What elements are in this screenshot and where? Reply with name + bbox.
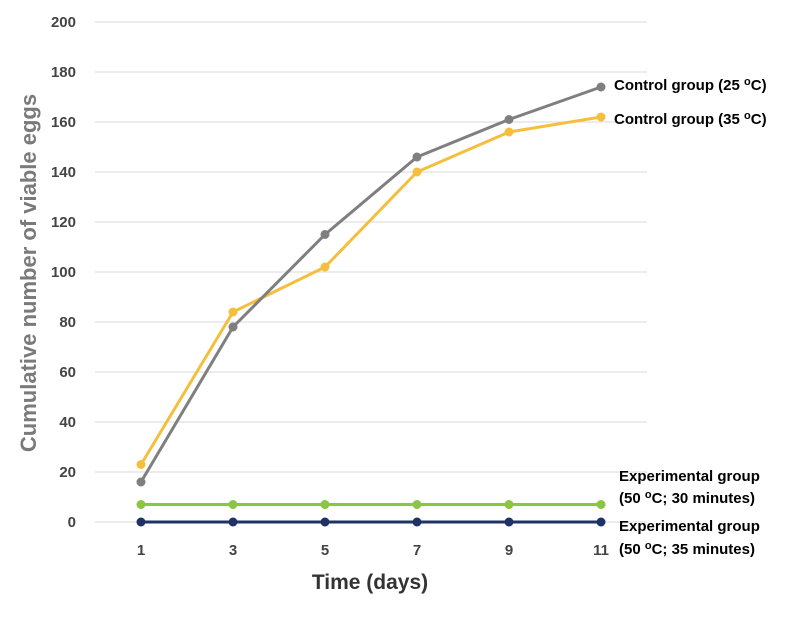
data-point [228,500,238,509]
series-label: Control group (25 oC) [614,76,767,94]
x-tick-label: 7 [413,542,421,559]
y-tick-label: 100 [51,264,76,281]
data-point [136,500,146,509]
data-point [504,127,514,137]
data-point [320,230,330,239]
data-point [320,500,330,509]
y-tick-labels: 0 20 40 60 80 100 120 140 160 180 200 [51,14,76,531]
data-point [228,322,238,332]
data-point [596,82,606,92]
series-line [139,115,602,466]
series-2 [136,112,606,469]
series-label: Experimental group [619,518,760,535]
x-tick-label: 3 [229,542,237,559]
data-point [228,307,238,317]
gridlines [95,21,647,523]
y-tick-label: 60 [59,364,76,381]
x-tick-labels: 1 3 5 7 9 11 [137,542,609,559]
data-point [136,460,146,469]
series-line [139,85,602,483]
series-label: Control group (35 oC) [614,110,767,128]
data-point [412,152,422,162]
data-point [504,500,514,509]
y-tick-label: 140 [51,164,76,181]
data-point [412,517,422,527]
series-4 [136,517,606,527]
y-tick-label: 160 [51,114,76,131]
data-point [596,112,606,122]
data-point [504,517,514,527]
y-tick-label: 0 [68,514,76,531]
y-tick-label: 120 [51,214,76,231]
x-tick-label: 9 [505,542,513,559]
data-point [596,517,606,527]
y-tick-label: 40 [59,414,76,431]
x-tick-label: 11 [593,542,609,559]
x-tick-label: 1 [137,542,145,559]
data-point [136,517,146,527]
y-axis-title: Cumulative number of viable eggs [16,94,41,452]
x-tick-label: 5 [321,542,329,559]
series-lines [136,82,606,527]
series-3 [136,500,606,509]
data-point [136,477,146,487]
series-labels: Control group (25 oC) Control group (35 o… [614,76,767,558]
x-axis-title: Time (days) [312,571,428,594]
series-label: Experimental group [619,468,760,485]
data-point [320,262,330,272]
data-point [412,167,422,177]
y-tick-label: 200 [51,14,76,31]
series-label: (50 oC; 30 minutes) [619,489,755,507]
data-point [504,115,514,124]
series-label: (50 oC; 35 minutes) [619,540,755,558]
y-tick-label: 180 [51,64,76,81]
series-1 [136,82,606,487]
data-point [596,500,606,509]
y-tick-label: 80 [59,314,76,331]
y-tick-label: 20 [59,464,76,481]
data-point [228,517,238,527]
data-point [320,517,330,527]
data-point [412,500,422,509]
